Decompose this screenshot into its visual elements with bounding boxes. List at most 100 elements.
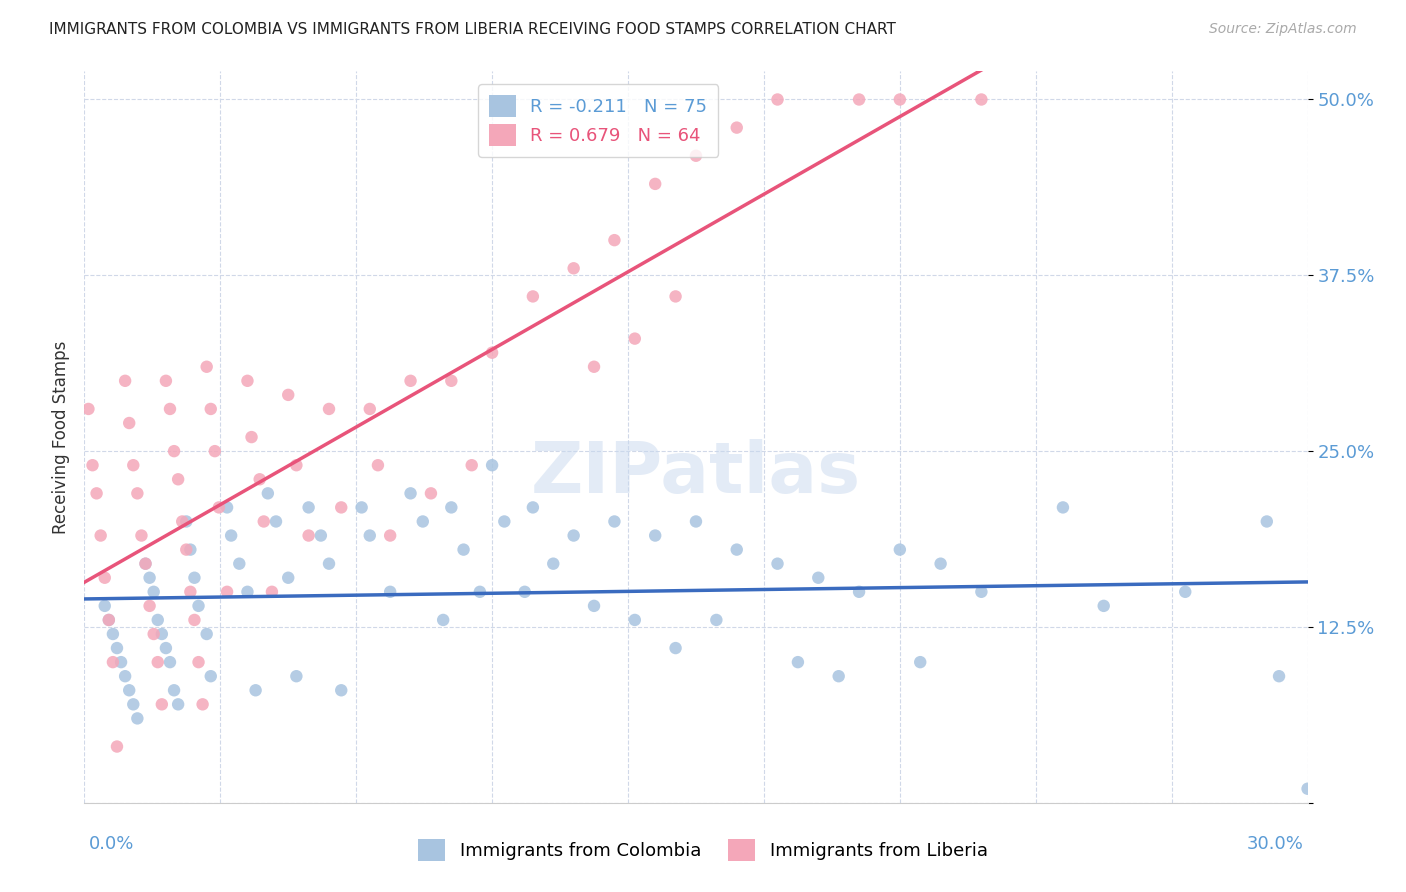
Point xyxy=(219,528,242,542)
Point xyxy=(236,584,259,599)
Point xyxy=(245,683,267,698)
Point xyxy=(399,486,422,500)
Point xyxy=(146,655,169,669)
Point xyxy=(664,641,686,656)
Point xyxy=(200,401,222,416)
Point xyxy=(138,571,160,585)
Point xyxy=(253,515,276,529)
Point xyxy=(453,542,475,557)
Point xyxy=(191,698,214,712)
Point xyxy=(367,458,389,473)
Point xyxy=(644,528,666,542)
Point xyxy=(77,401,100,416)
Point xyxy=(827,669,849,683)
Point xyxy=(122,698,145,712)
Point xyxy=(725,542,748,557)
Point xyxy=(150,698,173,712)
Point xyxy=(277,388,299,402)
Point xyxy=(93,571,115,585)
Legend: Immigrants from Colombia, Immigrants from Liberia: Immigrants from Colombia, Immigrants fro… xyxy=(408,829,998,872)
Point xyxy=(163,444,186,458)
Point xyxy=(155,641,177,656)
Point xyxy=(146,613,169,627)
Text: 0.0%: 0.0% xyxy=(89,835,134,853)
Point xyxy=(217,500,239,515)
Point xyxy=(432,613,454,627)
Point xyxy=(122,458,145,473)
Point xyxy=(1296,781,1319,796)
Point xyxy=(118,683,141,698)
Point xyxy=(163,683,186,698)
Point xyxy=(889,542,911,557)
Point xyxy=(522,289,544,303)
Point xyxy=(82,458,104,473)
Point xyxy=(135,557,157,571)
Point xyxy=(101,655,124,669)
Point xyxy=(155,374,177,388)
Point xyxy=(298,528,321,542)
Point xyxy=(159,401,181,416)
Point xyxy=(183,571,205,585)
Point xyxy=(285,458,308,473)
Point xyxy=(105,641,128,656)
Point xyxy=(1256,515,1278,529)
Point xyxy=(889,93,911,107)
Legend: R = -0.211   N = 75, R = 0.679   N = 64: R = -0.211 N = 75, R = 0.679 N = 64 xyxy=(478,84,718,157)
Point xyxy=(208,500,231,515)
Point xyxy=(908,655,931,669)
Point xyxy=(86,486,108,500)
Text: IMMIGRANTS FROM COLOMBIA VS IMMIGRANTS FROM LIBERIA RECEIVING FOOD STAMPS CORREL: IMMIGRANTS FROM COLOMBIA VS IMMIGRANTS F… xyxy=(49,22,896,37)
Text: ZIPatlas: ZIPatlas xyxy=(531,439,860,508)
Point xyxy=(285,669,308,683)
Point xyxy=(412,515,434,529)
Text: 30.0%: 30.0% xyxy=(1247,835,1303,853)
Point xyxy=(183,613,205,627)
Point xyxy=(380,528,402,542)
Point xyxy=(494,515,516,529)
Point xyxy=(142,627,165,641)
Point xyxy=(114,669,136,683)
Point xyxy=(277,571,299,585)
Point xyxy=(603,515,626,529)
Point xyxy=(582,599,605,613)
Point xyxy=(110,655,132,669)
Point xyxy=(249,472,271,486)
Point xyxy=(118,416,141,430)
Point xyxy=(380,584,402,599)
Point xyxy=(848,584,870,599)
Point xyxy=(298,500,321,515)
Point xyxy=(187,655,209,669)
Point xyxy=(97,613,120,627)
Point xyxy=(150,627,173,641)
Point xyxy=(481,345,503,359)
Point xyxy=(1268,669,1291,683)
Point xyxy=(766,93,789,107)
Point xyxy=(172,515,194,529)
Point xyxy=(440,500,463,515)
Point xyxy=(522,500,544,515)
Point xyxy=(179,584,201,599)
Point xyxy=(350,500,373,515)
Point xyxy=(644,177,666,191)
Point xyxy=(240,430,263,444)
Point xyxy=(468,584,491,599)
Point xyxy=(318,401,340,416)
Point xyxy=(195,627,218,641)
Point xyxy=(359,528,381,542)
Point xyxy=(685,515,707,529)
Point xyxy=(399,374,422,388)
Point xyxy=(1092,599,1115,613)
Point xyxy=(970,584,993,599)
Point xyxy=(481,458,503,473)
Point xyxy=(260,584,283,599)
Point xyxy=(359,401,381,416)
Point xyxy=(664,289,686,303)
Point xyxy=(127,711,149,725)
Point xyxy=(97,613,120,627)
Point xyxy=(195,359,218,374)
Point xyxy=(135,557,157,571)
Point xyxy=(318,557,340,571)
Point xyxy=(787,655,810,669)
Point xyxy=(174,542,197,557)
Point xyxy=(101,627,124,641)
